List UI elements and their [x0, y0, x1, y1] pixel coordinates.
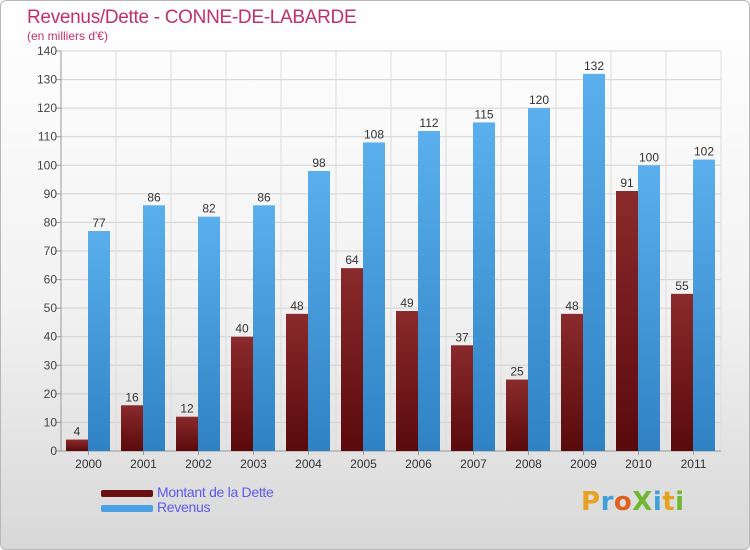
grid-lines	[60, 50, 722, 452]
x-tick-label: 2009	[570, 457, 597, 471]
legend-label-dette: Montant de la Dette	[157, 484, 274, 500]
data-label: 86	[147, 190, 161, 204]
data-label: 120	[529, 93, 549, 107]
y-tick-label: 50	[44, 301, 58, 315]
logo-letter: i	[652, 487, 663, 517]
x-tick-label: 2008	[515, 457, 542, 471]
data-label: 115	[474, 107, 493, 121]
bar-revenus	[528, 108, 550, 452]
axes: 0 10 20 30 40 50 60 70 80 90 100 110 120 130 140 2000 20…	[37, 44, 721, 471]
data-label: 48	[565, 299, 579, 313]
bar-dette	[396, 311, 418, 451]
x-tick-label: 2007	[460, 457, 487, 471]
y-tick-label: 60	[44, 273, 58, 287]
bar-dette	[506, 379, 528, 451]
bar-dette	[341, 268, 363, 451]
data-label: 16	[125, 390, 139, 404]
chart-title: Revenus/Dette - CONNE-DE-LABARDE	[27, 7, 357, 28]
logo-letter: i	[675, 487, 685, 517]
y-tick-label: 100	[37, 158, 57, 172]
bar-revenus	[418, 131, 440, 451]
data-label: 82	[202, 202, 216, 216]
y-tick-label: 80	[44, 215, 58, 229]
y-tick-label: 120	[37, 101, 57, 115]
x-tick-label: 2010	[625, 457, 652, 471]
data-label: 112	[419, 116, 438, 130]
x-tick-label: 2005	[350, 457, 377, 471]
data-label: 77	[92, 216, 106, 230]
data-label: 40	[235, 322, 249, 336]
bar-revenus	[473, 122, 495, 451]
x-tick-label: 2002	[185, 457, 212, 471]
x-tick-label: 2006	[405, 457, 432, 471]
y-tick-label: 20	[44, 387, 58, 401]
data-label: 91	[620, 176, 634, 190]
logo-letter: o	[613, 487, 633, 517]
y-tick-label: 30	[44, 358, 58, 372]
data-label: 48	[290, 299, 304, 313]
bar-revenus	[253, 205, 275, 451]
legend-label-revenus: Revenus	[157, 499, 211, 515]
bar-revenus	[198, 216, 220, 451]
data-label: 98	[312, 156, 326, 170]
y-tick-label: 0	[50, 444, 57, 458]
data-label: 4	[74, 425, 81, 439]
bar-dette	[671, 293, 693, 451]
bar-revenus	[308, 171, 330, 451]
bar-dette	[66, 439, 88, 451]
data-label: 102	[694, 145, 714, 159]
y-tick-label: 130	[37, 73, 57, 87]
legend-swatch-revenus	[101, 505, 153, 512]
logo-letter: X	[632, 487, 653, 517]
logo-letter: P	[581, 487, 601, 517]
y-tick-label: 40	[44, 330, 58, 344]
bar-dette	[561, 313, 583, 451]
data-label: 86	[257, 190, 271, 204]
y-tick-label: 110	[38, 130, 57, 144]
y-tick-label: 10	[44, 415, 58, 429]
logo-letter: r	[600, 487, 614, 517]
proxiti-logo: ProXiti	[581, 487, 685, 517]
y-tick-label: 140	[37, 44, 57, 58]
bar-revenus	[363, 142, 385, 451]
x-tick-label: 2000	[75, 457, 102, 471]
data-label: 100	[639, 150, 659, 164]
bars	[66, 73, 715, 452]
x-tick-label: 2003	[240, 457, 267, 471]
x-tick-label: 2011	[681, 457, 707, 471]
data-label: 37	[455, 330, 469, 344]
bar-revenus	[693, 159, 715, 452]
data-label: 64	[345, 253, 359, 267]
x-tick-label: 2004	[295, 457, 322, 471]
data-label: 108	[364, 127, 384, 141]
data-label: 55	[675, 279, 689, 293]
chart-subtitle: (en milliers d'€)	[27, 29, 108, 43]
bar-revenus	[88, 231, 110, 451]
bar-dette	[121, 405, 143, 451]
logo-letter: t	[662, 487, 676, 517]
bar-revenus	[638, 165, 660, 452]
data-label: 12	[180, 402, 194, 416]
bar-dette	[616, 191, 638, 451]
bar-dette	[286, 313, 308, 451]
x-tick-label: 2001	[130, 457, 157, 471]
bar-dette	[451, 345, 473, 451]
y-tick-label: 70	[44, 244, 58, 258]
bar-revenus	[143, 205, 165, 451]
data-label: 49	[400, 296, 414, 310]
data-labels: 4 77 16 86 12 82 40 86 48 98 64 108 49 112 37 115 25 120 4…	[74, 59, 715, 439]
y-tick-label: 90	[44, 187, 58, 201]
bar-dette	[231, 336, 253, 451]
bar-dette	[176, 416, 198, 451]
legend-swatch-dette	[101, 490, 153, 497]
bar-revenus	[583, 73, 605, 451]
data-label: 25	[510, 365, 524, 379]
data-label: 132	[584, 59, 604, 73]
